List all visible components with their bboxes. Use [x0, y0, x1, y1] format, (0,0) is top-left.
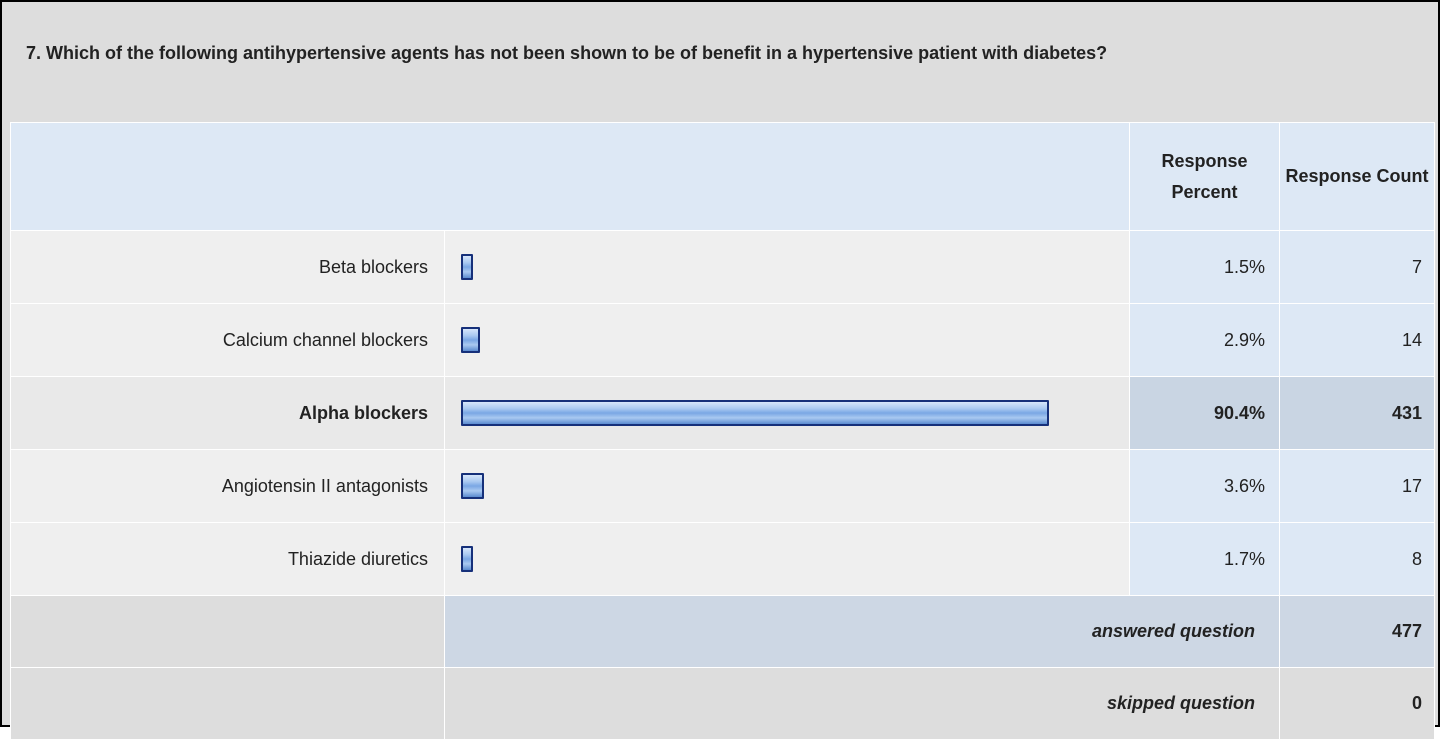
answered-question-value: 477 — [1280, 596, 1435, 668]
answer-label: Beta blockers — [11, 231, 445, 304]
bar-cell — [445, 450, 1130, 523]
response-bar — [461, 327, 480, 353]
answer-label: Angiotensin II antagonists — [11, 450, 445, 523]
answer-label: Thiazide diuretics — [11, 523, 445, 596]
response-count-header: Response Count — [1280, 123, 1435, 231]
response-count: 17 — [1280, 450, 1435, 523]
response-bar — [461, 254, 473, 280]
bar-cell — [445, 231, 1130, 304]
response-bar — [461, 400, 1049, 426]
bar-cell — [445, 304, 1130, 377]
skipped-question-label: skipped question — [445, 668, 1280, 740]
answered-question-row: answered question 477 — [11, 596, 1435, 668]
footer-blank — [11, 596, 445, 668]
answer-label: Calcium channel blockers — [11, 304, 445, 377]
answered-question-label: answered question — [445, 596, 1280, 668]
skipped-question-value: 0 — [1280, 668, 1435, 740]
response-count: 431 — [1280, 377, 1435, 450]
table-row: Thiazide diuretics 1.7% 8 — [11, 523, 1435, 596]
table-row: Beta blockers 1.5% 7 — [11, 231, 1435, 304]
bar-cell — [445, 377, 1130, 450]
response-count: 8 — [1280, 523, 1435, 596]
response-percent: 1.7% — [1130, 523, 1280, 596]
response-table: Response Percent Response Count Beta blo… — [10, 122, 1435, 740]
response-percent: 90.4% — [1130, 377, 1280, 450]
response-percent: 2.9% — [1130, 304, 1280, 377]
table-row: Angiotensin II antagonists 3.6% 17 — [11, 450, 1435, 523]
answer-label: Alpha blockers — [11, 377, 445, 450]
header-blank — [11, 123, 1130, 231]
response-percent-header: Response Percent — [1130, 123, 1280, 231]
table-row: Calcium channel blockers 2.9% 14 — [11, 304, 1435, 377]
response-bar — [461, 546, 473, 572]
bar-cell — [445, 523, 1130, 596]
response-percent: 3.6% — [1130, 450, 1280, 523]
question-title: 7. Which of the following antihypertensi… — [26, 38, 1406, 69]
response-count: 14 — [1280, 304, 1435, 377]
response-percent: 1.5% — [1130, 231, 1280, 304]
table-header-row: Response Percent Response Count — [11, 123, 1435, 231]
skipped-question-row: skipped question 0 — [11, 668, 1435, 740]
response-count: 7 — [1280, 231, 1435, 304]
response-bar — [461, 473, 484, 499]
footer-blank — [11, 668, 445, 740]
table-row: Alpha blockers 90.4% 431 — [11, 377, 1435, 450]
